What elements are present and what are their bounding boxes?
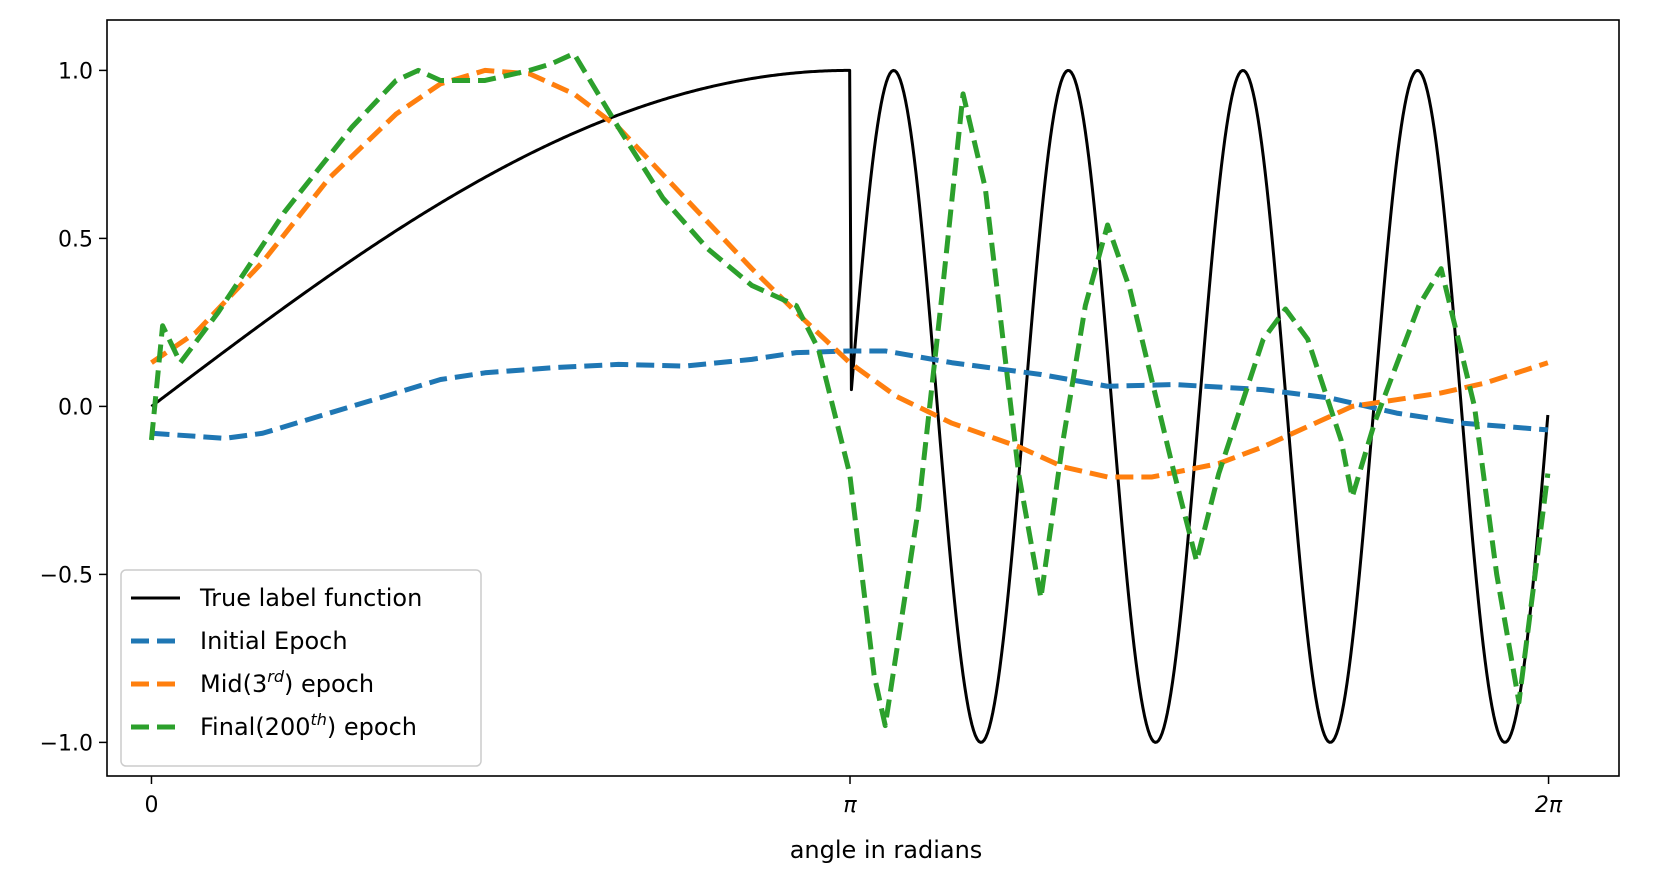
series-line xyxy=(151,348,1549,441)
legend: True label function Initial Epoch Mid(3rd)… xyxy=(120,569,482,767)
plot-frame xyxy=(106,19,1620,777)
x-axis-label: angle in radians xyxy=(790,836,983,864)
y-axis: −1.0 −0.5 0.0 0.5 1.0 xyxy=(40,59,107,756)
series-layer xyxy=(148,51,1551,744)
x-tick-label: 2π xyxy=(1535,793,1563,818)
x-axis: 0 π 2π xyxy=(144,776,1563,818)
legend-label: True label function xyxy=(199,584,422,612)
series-line xyxy=(148,51,1551,729)
legend-label: Mid(3rd) epoch xyxy=(200,667,374,698)
y-tick-label: −1.0 xyxy=(40,731,93,756)
x-tick-label: π xyxy=(843,793,857,818)
legend-label: Initial Epoch xyxy=(200,627,348,655)
y-tick-label: 0.5 xyxy=(58,227,93,252)
series-line xyxy=(150,68,1550,744)
y-tick-label: 1.0 xyxy=(58,59,93,84)
series-line xyxy=(150,67,1549,480)
legend-label: Final(200th) epoch xyxy=(200,710,417,741)
y-tick-label: −0.5 xyxy=(40,563,93,588)
legend-box xyxy=(120,569,482,767)
y-tick-label: 0.0 xyxy=(58,395,93,420)
x-tick-label: 0 xyxy=(144,793,158,818)
